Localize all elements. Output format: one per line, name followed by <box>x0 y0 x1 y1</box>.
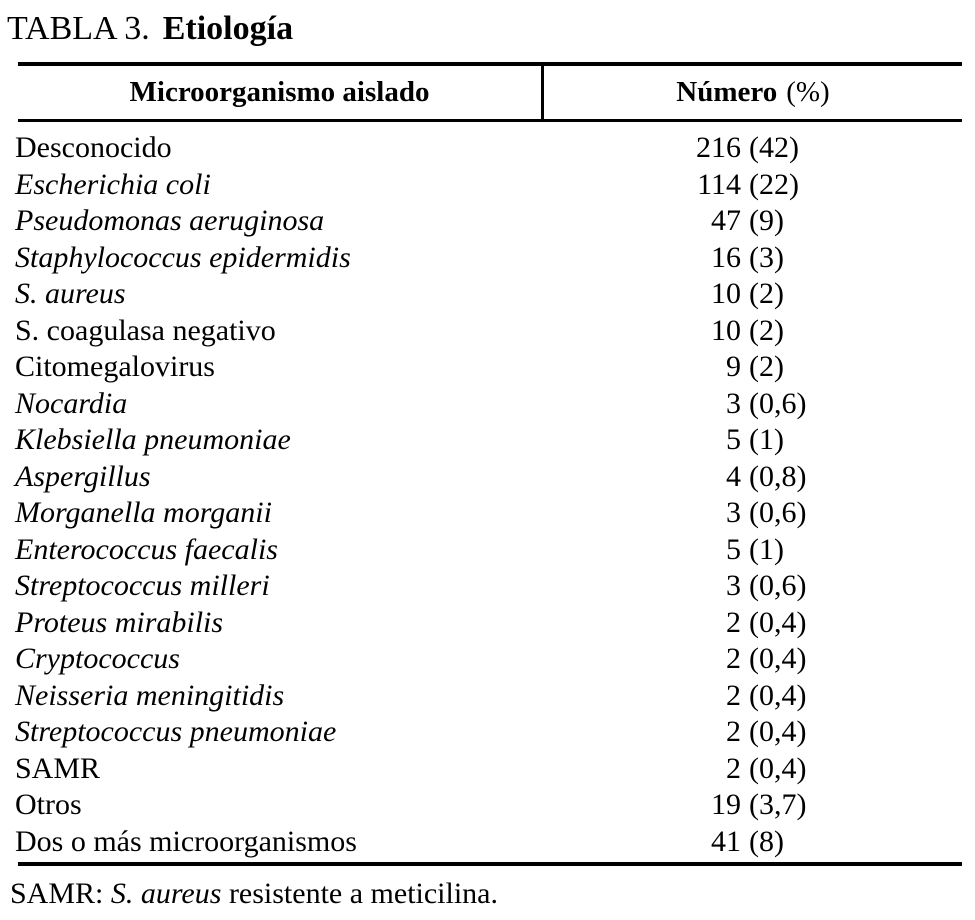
footnote: SAMR: S. aureus resistente a meticilina. <box>10 876 498 912</box>
value-percent: (0,8) <box>749 459 807 493</box>
table-row: Morganella morganii 3 (0,6) <box>0 495 975 532</box>
value-count: 16 <box>711 240 741 274</box>
table-row: Proteus mirabilis 2 (0,4) <box>0 605 975 642</box>
header-organism-cell: Microorganismo aislado <box>18 66 541 119</box>
organism-name: Klebsiella pneumoniae <box>15 423 291 456</box>
organism-name: Dos o más microorganismos <box>15 824 357 858</box>
value-percent: (9) <box>749 204 784 237</box>
value-percent: (42) <box>749 131 799 164</box>
organism-name: Otros <box>15 788 82 821</box>
header-organism-label: Microorganismo aislado <box>129 76 430 108</box>
value-percent: (0,6) <box>749 496 807 529</box>
rule-header-separator <box>18 119 962 122</box>
value-percent: (0,6) <box>749 569 807 602</box>
organism-name: Desconocido <box>15 131 172 164</box>
value-percent: (2) <box>749 277 784 310</box>
value-count: 47 <box>711 204 741 237</box>
footnote-suffix: resistente a meticilina. <box>221 877 498 910</box>
value-count: 2 <box>726 642 741 675</box>
organism-name: Streptococcus milleri <box>15 569 270 602</box>
table-row: Klebsiella pneumoniae 5 (1) <box>0 422 975 459</box>
header-number-label: Número <box>676 76 778 108</box>
value-count: 10 <box>711 313 741 347</box>
value-percent: (2) <box>749 350 784 383</box>
header-number-unit: (%) <box>786 76 830 108</box>
value-percent: (3) <box>749 240 784 274</box>
value-percent: (0,4) <box>749 678 807 712</box>
value-count: 3 <box>726 569 741 602</box>
table-row: Otros 19 (3,7) <box>0 787 975 824</box>
value-percent: (0,4) <box>749 642 807 675</box>
header-number-cell: Número (%) <box>544 66 962 119</box>
table-row: Pseudomonas aeruginosa 47 (9) <box>0 203 975 240</box>
organism-name: Aspergillus <box>15 459 151 493</box>
value-percent: (0,4) <box>749 715 807 748</box>
table-row: S. coagulasa negativo 10 (2) <box>0 313 975 350</box>
organism-name: Proteus mirabilis <box>15 605 224 639</box>
table-caption: TABLA 3. Etiología <box>7 9 293 49</box>
table-caption-title: Etiología <box>162 10 294 47</box>
table-caption-number: TABLA 3. <box>7 10 150 47</box>
organism-name: Staphylococcus epidermidis <box>15 240 351 274</box>
organism-name: S. coagulasa negativo <box>15 313 276 347</box>
value-count: 2 <box>726 751 741 785</box>
value-count: 2 <box>726 605 741 639</box>
value-percent: (0,6) <box>749 386 807 420</box>
footnote-prefix: SAMR: <box>10 877 111 910</box>
value-percent: (2) <box>749 313 784 347</box>
value-percent: (0,4) <box>749 605 807 639</box>
organism-name: Nocardia <box>15 386 128 420</box>
value-percent: (1) <box>749 423 784 456</box>
value-count: 3 <box>726 496 741 529</box>
table-row: Nocardia 3 (0,6) <box>0 386 975 423</box>
value-count: 216 <box>696 131 741 164</box>
organism-name: Cryptococcus <box>15 642 180 675</box>
table-row: Citomegalovirus 9 (2) <box>0 349 975 386</box>
organism-name: Streptococcus pneumoniae <box>15 715 337 748</box>
value-count: 41 <box>711 824 741 858</box>
value-count: 10 <box>711 277 741 310</box>
table-row: SAMR 2 (0,4) <box>0 751 975 788</box>
organism-name: Pseudomonas aeruginosa <box>15 204 325 237</box>
organism-name: Enterococcus faecalis <box>15 532 278 566</box>
table-row: Cryptococcus 2 (0,4) <box>0 641 975 678</box>
table-row: Escherichia coli 114 (22) <box>0 167 975 204</box>
table-body: Desconocido 216 (42) Escherichia coli 11… <box>0 130 975 860</box>
organism-name: S. aureus <box>15 277 126 310</box>
organism-name: Neisseria meningitidis <box>15 678 285 712</box>
table-row: Aspergillus 4 (0,8) <box>0 459 975 496</box>
value-count: 2 <box>726 678 741 712</box>
value-percent: (0,4) <box>749 751 807 785</box>
rule-bottom <box>18 862 962 866</box>
value-percent: (3,7) <box>749 788 807 821</box>
value-count: 9 <box>726 350 741 383</box>
table-row: Streptococcus pneumoniae 2 (0,4) <box>0 714 975 751</box>
organism-name: Escherichia coli <box>15 167 211 201</box>
table-row: Desconocido 216 (42) <box>0 130 975 167</box>
value-count: 2 <box>726 715 741 748</box>
value-percent: (1) <box>749 532 784 566</box>
value-percent: (8) <box>749 824 784 858</box>
organism-name: Citomegalovirus <box>15 350 215 383</box>
table-row: Staphylococcus epidermidis 16 (3) <box>0 240 975 277</box>
table-row: S. aureus 10 (2) <box>0 276 975 313</box>
table-row: Dos o más microorganismos 41 (8) <box>0 824 975 861</box>
rule-top <box>18 62 962 66</box>
organism-name: Morganella morganii <box>15 496 272 529</box>
table-row: Enterococcus faecalis 5 (1) <box>0 532 975 569</box>
value-count: 5 <box>726 532 741 566</box>
table-header: Microorganismo aislado Número (%) <box>18 66 962 119</box>
value-percent: (22) <box>749 167 799 201</box>
footnote-italic-term: S. aureus <box>110 877 222 910</box>
value-count: 4 <box>726 459 741 493</box>
value-count: 5 <box>726 423 741 456</box>
table-row: Streptococcus milleri 3 (0,6) <box>0 568 975 605</box>
organism-name: SAMR <box>15 751 101 785</box>
column-divider <box>541 66 544 119</box>
table-row: Neisseria meningitidis 2 (0,4) <box>0 678 975 715</box>
value-count: 19 <box>711 788 741 821</box>
value-count: 3 <box>726 386 741 420</box>
value-count: 114 <box>697 167 741 201</box>
